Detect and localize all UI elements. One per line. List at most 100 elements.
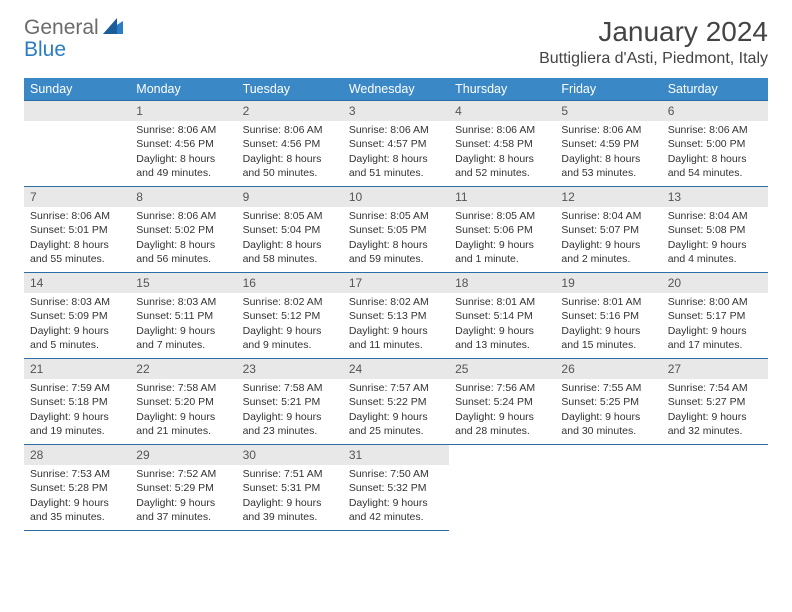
day-details: Sunrise: 8:06 AMSunset: 4:58 PMDaylight:…	[449, 121, 555, 184]
day-details: Sunrise: 7:58 AMSunset: 5:20 PMDaylight:…	[130, 379, 236, 442]
day-details: Sunrise: 8:02 AMSunset: 5:13 PMDaylight:…	[343, 293, 449, 356]
sunset-text: Sunset: 5:29 PM	[136, 481, 230, 495]
sunrise-text: Sunrise: 8:02 AM	[243, 295, 337, 309]
calendar-cell: 29Sunrise: 7:52 AMSunset: 5:29 PMDayligh…	[130, 445, 236, 531]
daylight-text-1: Daylight: 9 hours	[136, 410, 230, 424]
daylight-text-2: and 11 minutes.	[349, 338, 443, 352]
daylight-text-2: and 42 minutes.	[349, 510, 443, 524]
day-number: 20	[662, 273, 768, 293]
daylight-text-2: and 58 minutes.	[243, 252, 337, 266]
sunrise-text: Sunrise: 8:06 AM	[349, 123, 443, 137]
calendar-cell: 14 Sunrise: 8:03 AMSunset: 5:09 PMDayligh…	[24, 273, 130, 359]
day-number: 7	[24, 187, 130, 207]
daylight-text-1: Daylight: 9 hours	[243, 410, 337, 424]
day-number: 3	[343, 101, 449, 121]
weekday-header: Monday	[130, 78, 236, 101]
sunset-text: Sunset: 4:57 PM	[349, 137, 443, 151]
calendar-cell: 28Sunrise: 7:53 AMSunset: 5:28 PMDayligh…	[24, 445, 130, 531]
sunset-text: Sunset: 5:02 PM	[136, 223, 230, 237]
day-details: Sunrise: 7:55 AMSunset: 5:25 PMDaylight:…	[555, 379, 661, 442]
calendar-cell	[449, 445, 555, 531]
daylight-text-2: and 25 minutes.	[349, 424, 443, 438]
sunset-text: Sunset: 5:31 PM	[243, 481, 337, 495]
daylight-text-1: Daylight: 9 hours	[30, 324, 124, 338]
day-number: 27	[662, 359, 768, 379]
sunrise-text: Sunrise: 8:03 AM	[136, 295, 230, 309]
daylight-text-1: Daylight: 9 hours	[668, 238, 762, 252]
month-title: January 2024	[539, 16, 768, 48]
daylight-text-1: Daylight: 9 hours	[668, 410, 762, 424]
weekday-header: Wednesday	[343, 78, 449, 101]
sunset-text: Sunset: 5:00 PM	[668, 137, 762, 151]
weekday-header: Sunday	[24, 78, 130, 101]
day-number: 6	[662, 101, 768, 121]
day-number: 14	[24, 273, 130, 293]
weekday-header: Friday	[555, 78, 661, 101]
sunrise-text: Sunrise: 7:58 AM	[243, 381, 337, 395]
daylight-text-1: Daylight: 8 hours	[136, 238, 230, 252]
day-number: 15	[130, 273, 236, 293]
sunrise-text: Sunrise: 8:03 AM	[30, 295, 124, 309]
day-details: Sunrise: 8:02 AMSunset: 5:12 PMDaylight:…	[237, 293, 343, 356]
sunrise-text: Sunrise: 8:04 AM	[561, 209, 655, 223]
daylight-text-1: Daylight: 8 hours	[668, 152, 762, 166]
sunset-text: Sunset: 5:18 PM	[30, 395, 124, 409]
day-number: 19	[555, 273, 661, 293]
sunrise-text: Sunrise: 8:05 AM	[243, 209, 337, 223]
sunset-text: Sunset: 5:14 PM	[455, 309, 549, 323]
day-details: Sunrise: 7:51 AMSunset: 5:31 PMDaylight:…	[237, 465, 343, 528]
day-details: Sunrise: 8:01 AMSunset: 5:16 PMDaylight:…	[555, 293, 661, 356]
sunset-text: Sunset: 5:25 PM	[561, 395, 655, 409]
sunset-text: Sunset: 5:13 PM	[349, 309, 443, 323]
calendar-cell: 9Sunrise: 8:05 AMSunset: 5:04 PMDaylight…	[237, 187, 343, 273]
day-number: 8	[130, 187, 236, 207]
daylight-text-1: Daylight: 9 hours	[243, 324, 337, 338]
calendar-cell: 7Sunrise: 8:06 AMSunset: 5:01 PMDaylight…	[24, 187, 130, 273]
daylight-text-2: and 49 minutes.	[136, 166, 230, 180]
day-number: 30	[237, 445, 343, 465]
daylight-text-2: and 32 minutes.	[668, 424, 762, 438]
day-details: Sunrise: 8:06 AMSunset: 5:02 PMDaylight:…	[130, 207, 236, 270]
sunset-text: Sunset: 5:21 PM	[243, 395, 337, 409]
daylight-text-1: Daylight: 9 hours	[561, 410, 655, 424]
sunrise-text: Sunrise: 8:01 AM	[561, 295, 655, 309]
daylight-text-1: Daylight: 8 hours	[455, 152, 549, 166]
daylight-text-1: Daylight: 8 hours	[349, 152, 443, 166]
sunset-text: Sunset: 4:56 PM	[136, 137, 230, 151]
title-block: January 2024 Buttigliera d'Asti, Piedmon…	[539, 16, 768, 68]
daylight-text-2: and 56 minutes.	[136, 252, 230, 266]
daylight-text-2: and 7 minutes.	[136, 338, 230, 352]
sunset-text: Sunset: 5:17 PM	[668, 309, 762, 323]
daylight-text-1: Daylight: 8 hours	[561, 152, 655, 166]
calendar-cell: 23Sunrise: 7:58 AMSunset: 5:21 PMDayligh…	[237, 359, 343, 445]
day-number: 13	[662, 187, 768, 207]
weekday-header: Thursday	[449, 78, 555, 101]
sunset-text: Sunset: 4:56 PM	[243, 137, 337, 151]
calendar-cell: 1Sunrise: 8:06 AMSunset: 4:56 PMDaylight…	[130, 101, 236, 187]
calendar-cell: 21Sunrise: 7:59 AMSunset: 5:18 PMDayligh…	[24, 359, 130, 445]
day-number: 9	[237, 187, 343, 207]
daylight-text-2: and 13 minutes.	[455, 338, 549, 352]
calendar-cell	[555, 445, 661, 531]
calendar-cell	[24, 101, 130, 187]
daylight-text-2: and 30 minutes.	[561, 424, 655, 438]
sunrise-text: Sunrise: 8:06 AM	[136, 123, 230, 137]
calendar-cell: 10Sunrise: 8:05 AMSunset: 5:05 PMDayligh…	[343, 187, 449, 273]
calendar-cell: 15Sunrise: 8:03 AMSunset: 5:11 PMDayligh…	[130, 273, 236, 359]
daylight-text-2: and 23 minutes.	[243, 424, 337, 438]
calendar-cell: 13Sunrise: 8:04 AMSunset: 5:08 PMDayligh…	[662, 187, 768, 273]
daylight-text-2: and 15 minutes.	[561, 338, 655, 352]
daylight-text-2: and 51 minutes.	[349, 166, 443, 180]
sunrise-text: Sunrise: 7:59 AM	[30, 381, 124, 395]
day-number: 24	[343, 359, 449, 379]
daylight-text-1: Daylight: 9 hours	[243, 496, 337, 510]
sunset-text: Sunset: 5:09 PM	[30, 309, 124, 323]
day-details: Sunrise: 8:05 AMSunset: 5:05 PMDaylight:…	[343, 207, 449, 270]
weekday-header: Tuesday	[237, 78, 343, 101]
sunrise-text: Sunrise: 7:52 AM	[136, 467, 230, 481]
day-details: Sunrise: 7:53 AMSunset: 5:28 PMDaylight:…	[24, 465, 130, 528]
day-details: Sunrise: 8:05 AMSunset: 5:04 PMDaylight:…	[237, 207, 343, 270]
daylight-text-2: and 1 minute.	[455, 252, 549, 266]
sunrise-text: Sunrise: 8:05 AM	[349, 209, 443, 223]
daylight-text-2: and 21 minutes.	[136, 424, 230, 438]
